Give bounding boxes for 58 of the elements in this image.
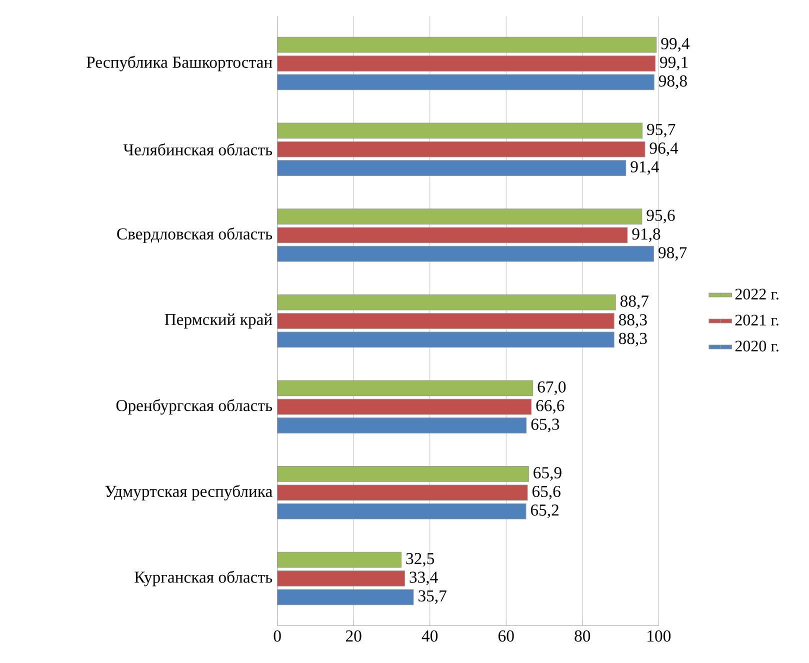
data-label: 32,5: [406, 553, 434, 567]
data-label: 65,9: [534, 467, 562, 481]
bar: [277, 380, 534, 396]
y-tick-label: Свердловская область: [117, 227, 272, 243]
data-label: 65,2: [530, 504, 558, 518]
bar: [277, 418, 527, 434]
bar: [277, 56, 656, 72]
bar: [277, 589, 414, 606]
bar: [277, 122, 643, 139]
y-tick-label: Пермский край: [164, 314, 272, 328]
data-label: 96,4: [650, 142, 678, 156]
data-label: 99,4: [661, 38, 690, 52]
bar: [277, 141, 646, 158]
x-tick-label: 80: [574, 630, 590, 642]
data-label: 91,8: [632, 228, 660, 242]
bar: [277, 552, 402, 568]
legend-label: 2022 г.: [735, 288, 778, 300]
data-label: 35,7: [418, 590, 446, 604]
bar: [277, 227, 628, 244]
y-tick-label: Курганская область: [134, 570, 272, 586]
data-label: 88,3: [618, 314, 647, 328]
x-tick-label: 100: [648, 630, 671, 642]
bar: [277, 570, 405, 586]
data-label: 66,6: [536, 400, 564, 414]
data-label: 98,8: [658, 75, 687, 90]
bar: [277, 208, 642, 224]
data-label: 65,3: [531, 418, 560, 432]
y-tick-label: Оренбургская область: [116, 399, 272, 415]
data-label: 95,7: [647, 124, 676, 138]
data-label: 91,4: [630, 161, 660, 175]
bar: [277, 466, 529, 482]
bar: [277, 246, 654, 262]
data-label: 88,3: [618, 332, 647, 346]
bar: [277, 313, 614, 329]
data-label: 33,4: [410, 572, 438, 586]
y-tick-label: Республика Башкортостан: [86, 56, 272, 72]
x-tick-label: 60: [498, 630, 514, 642]
data-label: 95,6: [646, 210, 675, 224]
y-tick-label: Удмуртская республика: [105, 484, 272, 500]
bar: [277, 332, 614, 348]
data-label: 67,0: [538, 381, 566, 395]
data-label: 65,6: [532, 486, 560, 500]
data-label: 99,1: [660, 56, 688, 70]
x-tick-label: 20: [346, 630, 362, 642]
x-tick-label: 0: [274, 630, 281, 642]
data-label: 88,7: [620, 296, 649, 310]
bar: [277, 484, 528, 501]
bar: [277, 36, 657, 53]
bar: [277, 294, 616, 310]
bar: [277, 398, 532, 415]
x-tick-label: 40: [422, 630, 438, 642]
data-label: 98,7: [658, 247, 687, 261]
bar: [277, 74, 654, 90]
legend-label: 2021 г.: [735, 314, 778, 326]
bar: [277, 160, 626, 176]
legend-label: 2020 г.: [735, 340, 778, 352]
y-tick-label: Челябинская область: [123, 143, 272, 156]
bar: [277, 503, 526, 520]
